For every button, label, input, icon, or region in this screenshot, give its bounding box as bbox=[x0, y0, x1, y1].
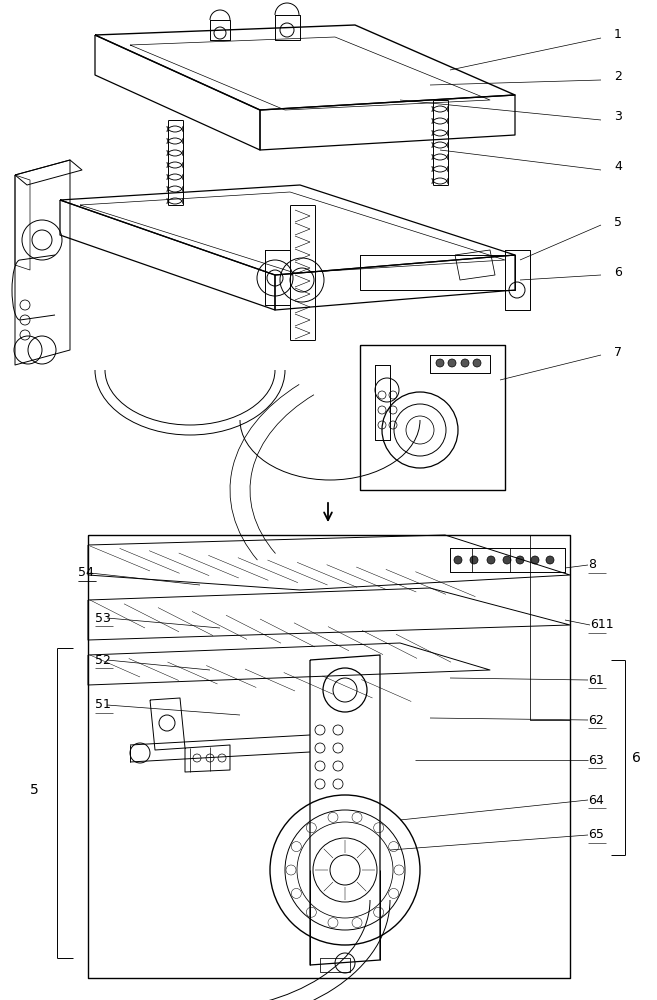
Text: 7: 7 bbox=[614, 346, 622, 359]
Text: 3: 3 bbox=[614, 110, 622, 123]
Text: 8: 8 bbox=[588, 558, 596, 572]
Circle shape bbox=[461, 359, 469, 367]
Text: 5: 5 bbox=[30, 783, 39, 797]
Text: 63: 63 bbox=[588, 754, 604, 766]
Circle shape bbox=[470, 556, 478, 564]
Circle shape bbox=[454, 556, 462, 564]
Text: 54: 54 bbox=[78, 566, 94, 580]
Circle shape bbox=[531, 556, 539, 564]
Text: 53: 53 bbox=[95, 611, 111, 624]
Text: 51: 51 bbox=[95, 698, 111, 712]
Text: 1: 1 bbox=[614, 28, 622, 41]
Text: 62: 62 bbox=[588, 714, 604, 726]
Text: 2: 2 bbox=[614, 70, 622, 84]
Circle shape bbox=[473, 359, 481, 367]
Text: 6: 6 bbox=[614, 265, 622, 278]
Circle shape bbox=[503, 556, 511, 564]
Text: 611: 611 bbox=[590, 618, 614, 632]
Text: 52: 52 bbox=[95, 654, 111, 666]
Circle shape bbox=[546, 556, 554, 564]
Text: 5: 5 bbox=[614, 216, 622, 229]
Text: 64: 64 bbox=[588, 794, 604, 806]
Text: 4: 4 bbox=[614, 160, 622, 174]
Text: 6: 6 bbox=[632, 751, 641, 765]
Circle shape bbox=[448, 359, 456, 367]
Circle shape bbox=[487, 556, 495, 564]
Circle shape bbox=[436, 359, 444, 367]
Text: 65: 65 bbox=[588, 828, 604, 842]
Circle shape bbox=[516, 556, 524, 564]
Text: 61: 61 bbox=[588, 674, 604, 686]
